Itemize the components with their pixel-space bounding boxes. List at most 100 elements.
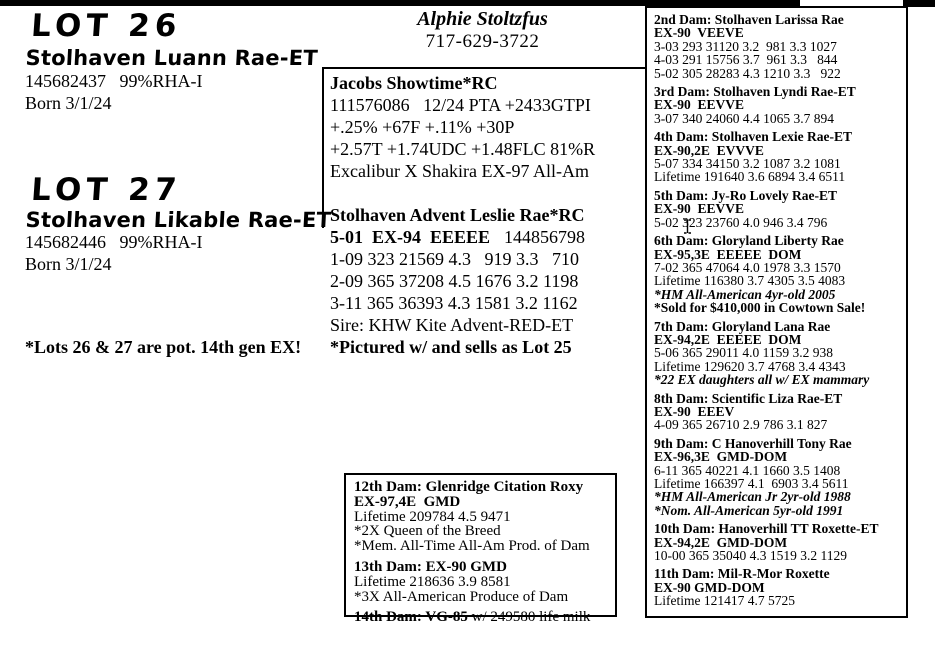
dam-name: Stolhaven Advent Leslie Rae*RC [330, 205, 585, 225]
dam-section-score: EX-97,4E GMD [354, 493, 461, 510]
sire-line: Excalibur X Shakira EX-97 All-Am [330, 161, 589, 181]
mid-dam-box: 12th Dam: Glenridge Citation Roxy EX-97,4… [344, 473, 617, 625]
dam-section: 4th Dam: Stolhaven Lexie Rae-ET EX-90,2E … [654, 130, 899, 184]
text-cursor-icon [683, 219, 692, 239]
sire-name: Jacobs Showtime*RC [330, 73, 498, 93]
contact-name: Alphie Stoltzfus [417, 8, 548, 30]
dam-section: 12th Dam: Glenridge Citation Roxy EX-97,4… [354, 480, 607, 554]
lot26-name: Stolhaven Luann Rae-ET [25, 46, 319, 70]
top-scan-bar [0, 0, 800, 6]
dam-registration: 144856798 [504, 227, 586, 247]
dam-record-line: 7-02 365 47064 4.0 1978 3.3 1570 [654, 259, 841, 275]
lot27-name: Stolhaven Likable Rae-ET [25, 208, 332, 232]
contact-phone: 717-629-3722 [425, 31, 540, 52]
lot27-registration: 145682446 99%RHA-I [25, 232, 203, 252]
dam-section: 7th Dam: Gloryland Lana Rae EX-94,2E EEEE… [654, 318, 899, 388]
dam-section-score: EX-90 GMD-DOM [654, 579, 765, 595]
dam-record-line: Lifetime 191640 3.6 6894 3.4 6511 [654, 169, 846, 185]
dam-section-score: EX-90 VEEVE [654, 25, 744, 41]
dam-block: Stolhaven Advent Leslie Rae*RC 5-01 EX-9… [330, 204, 648, 358]
dam-section: 5th Dam: Jy-Ro Lovely Rae-ET EX-90 EEVVE 5… [654, 187, 899, 230]
sire-line: +.25% +67F +.11% +30P [330, 117, 515, 137]
dam-score: 5-01 EX-94 EEEEE [330, 227, 491, 247]
lot27-label: LOT 27 [30, 172, 183, 208]
dam-note-line: *HM All-American 4yr-old 2005 [654, 286, 836, 302]
dam-record-line: Lifetime 116380 3.7 4305 3.5 4083 [654, 273, 846, 289]
dam-note-line: *Nom. All-American 5yr-old 1991 [654, 502, 844, 518]
dam-record-line: 5-07 334 34150 3.2 1087 3.2 1081 [654, 156, 841, 172]
dam-section-title: 8th Dam: Scientific Liza Rae-ET [654, 390, 843, 406]
dam-record-line: 3-11 365 36393 4.3 1581 3.2 1162 [330, 293, 578, 313]
dam-record-line: 4-03 291 15756 3.7 961 3.3 844 [654, 52, 838, 68]
dam-section: 13th Dam: EX-90 GMD Lifetime 218636 3.9 8… [354, 560, 607, 604]
dam-section-title: 3rd Dam: Stolhaven Lyndi Rae-ET [654, 84, 856, 100]
dam-note-line: *Sold for $410,000 in Cowtown Sale! [654, 300, 866, 316]
dam-section: 3rd Dam: Stolhaven Lyndi Rae-ET EX-90 EEV… [654, 84, 899, 126]
dam-record-line: Lifetime 209784 4.5 9471 [354, 508, 511, 525]
dam-note-line: *22 EX daughters all w/ EX mammary [654, 372, 870, 388]
dam-record-line: 6-11 365 40221 4.1 1660 3.5 1408 [654, 462, 841, 478]
dam-note-line: *3X All-American Produce of Dam [354, 588, 569, 605]
dam-section-score: EX-90 EEVVE [654, 201, 745, 217]
dam-section: 8th Dam: Scientific Liza Rae-ET EX-90 EEE… [654, 390, 899, 433]
dam-record-line: Lifetime 166397 4.1 6903 3.4 5611 [654, 476, 849, 491]
sire-block-rule [322, 67, 648, 228]
lot26-registration: 145682437 99%RHA-I [25, 71, 203, 91]
dam-section: 11th Dam: Mil-R-Mor Roxette EX-90 GMD-DOM… [654, 566, 899, 609]
dam-record-line: 4-09 365 26710 2.9 786 3.1 827 [654, 417, 828, 433]
dam-record-line: Lifetime 129620 3.7 4768 3.4 4343 [654, 358, 846, 374]
lot26-born: Born 3/1/24 [25, 93, 112, 113]
dam-record-line: 5-02 305 28283 4.3 1210 3.3 922 [654, 65, 841, 81]
dam-section-score: EX-96,3E GMD-DOM [654, 449, 788, 465]
dam-section: 14th Dam: VG-85 w/ 249580 life milk [354, 610, 607, 625]
dam-note-line: *HM All-American Jr 2yr-old 1988 [654, 489, 851, 505]
dam-record-line: 1-09 323 21569 4.3 919 3.3 710 [330, 249, 579, 269]
dam-note-line: *Mem. All-Time All-Am Prod. of Dam [354, 538, 590, 555]
dam-record-line: 5-02 323 23760 4.0 946 3.4 796 [654, 214, 828, 230]
dam-section-score: EX-94,2E GMD-DOM [654, 534, 788, 550]
dam-section-score: EX-94,2E EEEEE DOM [654, 331, 802, 347]
right-dam-box: 2nd Dam: Stolhaven Larissa Rae EX-90 VEEV… [645, 6, 908, 618]
dam-record-line: 3-03 293 31120 3.2 981 3.3 1027 [654, 38, 837, 54]
dam-note: *Pictured w/ and sells as Lot 25 [330, 337, 572, 357]
dam-score-line: 5-01 EX-94 EEEEE 144856798 [330, 226, 648, 248]
dam-section-title-rest: w/ 249580 life milk [467, 609, 591, 626]
dam-sire-line: Sire: KHW Kite Advent-RED-ET [330, 315, 574, 335]
contact-block: Alphie Stoltzfus 717-629-3722 [325, 8, 640, 53]
dam-section: 6th Dam: Gloryland Liberty Rae EX-95,3E E… [654, 233, 899, 316]
sire-line: 111576086 12/24 PTA +2433GTPI [330, 95, 591, 115]
dam-section-score: EX-90,2E EVVVE [654, 142, 764, 158]
dam-section-title: 10th Dam: Hanoverhill TT Roxette-ET [654, 521, 879, 537]
dam-section-title: 7th Dam: Gloryland Lana Rae [654, 318, 831, 334]
dam-section-title: 12th Dam: Glenridge Citation Roxy [354, 479, 584, 495]
sire-block: Jacobs Showtime*RC 111576086 12/24 PTA +… [330, 72, 648, 182]
lots-footnote: *Lots 26 & 27 are pot. 14th gen EX! [25, 337, 302, 357]
top-right-scan-block [903, 0, 935, 7]
dam-section-title: 11th Dam: Mil-R-Mor Roxette [654, 566, 830, 582]
sire-line: +2.57T +1.74UDC +1.48FLC 81%R [330, 139, 596, 159]
dam-record-line: Lifetime 218636 3.9 8581 [354, 573, 511, 590]
dam-section-title: 6th Dam: Gloryland Liberty Rae [654, 233, 844, 249]
dam-section-title: 9th Dam: C Hanoverhill Tony Rae [654, 435, 852, 451]
dam-section-title: 4th Dam: Stolhaven Lexie Rae-ET [654, 129, 852, 145]
dam-section: 9th Dam: C Hanoverhill Tony Rae EX-96,3E … [654, 435, 899, 518]
dam-section-title-bold: 14th Dam: VG-85 [354, 609, 468, 626]
dam-section-title: 14th Dam: VG-85 w/ 249580 life milk [354, 610, 607, 625]
dam-record-line: Lifetime 121417 4.7 5725 [654, 593, 795, 609]
dam-section: 10th Dam: Hanoverhill TT Roxette-ET EX-94… [654, 521, 899, 564]
dam-section-score: EX-95,3E EEEEE DOM [654, 246, 802, 262]
dam-record-line: 10-00 365 35040 4.3 1519 3.2 1129 [654, 548, 847, 564]
dam-section-score: EX-90 EEEV [654, 403, 735, 419]
dam-record-line: 2-09 365 37208 4.5 1676 3.2 1198 [330, 271, 579, 291]
dam-section: 2nd Dam: Stolhaven Larissa Rae EX-90 VEEV… [654, 12, 899, 81]
lot27-born: Born 3/1/24 [25, 254, 112, 274]
dam-section-title: 2nd Dam: Stolhaven Larissa Rae [654, 12, 844, 27]
dam-record-line: 3-07 340 24060 4.4 1065 3.7 894 [654, 110, 834, 126]
dam-note-line: *2X Queen of the Breed [354, 523, 501, 540]
dam-record-line: 5-06 365 29011 4.0 1159 3.2 938 [654, 345, 833, 361]
lot26-label: LOT 26 [30, 8, 183, 44]
dam-section-score: EX-90 EEVVE [654, 97, 745, 113]
dam-section-title: 13th Dam: EX-90 GMD [354, 558, 507, 575]
dam-section-title: 5th Dam: Jy-Ro Lovely Rae-ET [654, 187, 837, 203]
